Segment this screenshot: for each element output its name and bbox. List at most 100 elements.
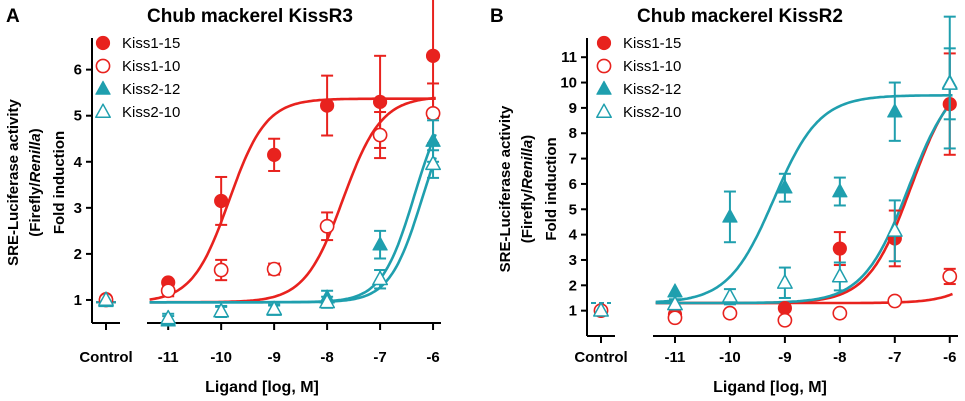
pb-legend-marker-kiss1-10 <box>596 58 612 74</box>
pa-x-tick-label: -8 <box>320 349 333 366</box>
pb-legend-marker-kiss2-10 <box>596 103 612 119</box>
pb-y-tick-label: 2 <box>569 277 577 294</box>
pa-data-point-kiss1-15 <box>425 48 441 63</box>
pa-data-point-kiss1-10 <box>213 262 229 278</box>
pa-y-tick-label: 6 <box>74 62 82 79</box>
pb-data-point-kiss1-15 <box>832 241 847 256</box>
pb-data-point-kiss2-12 <box>887 103 903 118</box>
pa-data-point-kiss1-10 <box>266 261 282 277</box>
pa-x-tick-label: -7 <box>373 349 386 366</box>
pb-data-point-kiss2-12 <box>777 179 793 194</box>
pb-data-point-kiss2-10 <box>831 267 848 283</box>
pb-data-point-kiss2-12 <box>667 283 683 298</box>
pb-fit-curve-kiss1-15 <box>655 99 954 305</box>
pb-y-tick-label: 8 <box>569 125 577 142</box>
pb-x-tick-label: -8 <box>833 349 846 366</box>
pb-legend-marker-kiss1-15 <box>596 35 612 51</box>
pb-data-point-kiss1-15 <box>777 301 792 316</box>
pa-data-point-kiss1-15 <box>320 98 335 113</box>
pa-data-point-kiss2-10 <box>213 302 230 318</box>
pa-data-point-kiss2-10 <box>425 155 442 171</box>
pa-y-axis-label-line3: Fold induction <box>51 131 68 234</box>
pa-data-point-kiss1-10 <box>372 127 388 143</box>
pb-data-point-kiss2-10 <box>667 295 683 311</box>
pa-legend-label: Kiss1-10 <box>122 58 180 75</box>
pa-y-tick-label: 4 <box>74 154 83 171</box>
pb-y-tick-label: 3 <box>569 252 577 269</box>
pa-data-point-kiss2-12 <box>425 132 441 147</box>
pb-legend-label: Kiss1-10 <box>623 58 681 75</box>
pa-x-tick-label: -6 <box>426 349 439 366</box>
pa-legend-marker-kiss2-10 <box>95 103 111 119</box>
pb-control-point-kiss2-10 <box>593 302 609 317</box>
pb-data-point-kiss1-10 <box>832 305 848 321</box>
pa-panel-letter: A <box>6 6 20 27</box>
pb-data-point-kiss2-10 <box>776 274 793 289</box>
pa-x-tick-label: -10 <box>210 349 232 366</box>
pa-fit-curve-kiss1-15 <box>149 97 436 301</box>
pb-y-tick-label: 5 <box>569 201 577 218</box>
pb-y-axis-label-renilla: Renilla <box>519 140 536 189</box>
pb-legend-label: Kiss2-12 <box>623 81 681 98</box>
pb-y-axis-label-line3: Fold induction <box>543 137 560 240</box>
pa-y-axis-label-line2: (Firefly/Renilla) <box>27 128 44 236</box>
pb-data-point-kiss2-12 <box>832 183 848 198</box>
pa-data-point-kiss1-15 <box>267 147 282 162</box>
pa-data-point-kiss1-10 <box>319 218 335 234</box>
pa-data-point-kiss2-10 <box>266 300 283 316</box>
pa-y-axis-label-firefly: (Firefly/ <box>27 182 44 237</box>
pa-legend-label: Kiss1-15 <box>122 35 180 52</box>
pa-data-point-kiss1-10 <box>425 106 441 121</box>
pb-y-tick-label: 1 <box>569 303 577 320</box>
pa-data-point-kiss1-15 <box>372 94 388 109</box>
pb-data-point-kiss2-10 <box>721 288 738 303</box>
pa-y-tick-label: 2 <box>74 246 82 263</box>
pb-y-tick-label: 10 <box>560 75 577 92</box>
pb-y-tick-label: 4 <box>569 227 578 244</box>
pa-data-point-kiss1-15 <box>214 193 229 209</box>
pb-legend-marker-kiss2-12 <box>596 80 612 95</box>
pa-legend-label: Kiss2-12 <box>122 81 180 98</box>
pa-legend-marker-kiss1-15 <box>95 35 111 51</box>
pa-legend-marker-kiss2-12 <box>95 80 111 95</box>
pb-panel-letter: B <box>490 6 504 27</box>
pb-data-point-kiss1-10 <box>942 269 958 284</box>
pb-x-tick-label: -7 <box>888 349 901 366</box>
panel-a: A Chub mackerel KissR3 SRE-Luciferase acti… <box>5 0 442 396</box>
pb-chart-title: Chub mackerel KissR2 <box>637 6 843 27</box>
pa-data-point-kiss2-10 <box>319 293 336 309</box>
pb-x-tick-label: -6 <box>943 349 956 366</box>
pb-legend-label: Kiss2-10 <box>623 104 681 121</box>
pb-y-tick-label: 7 <box>569 151 577 168</box>
pb-data-point-kiss2-10 <box>886 222 903 237</box>
pb-x-tick-label-control: Control <box>574 349 627 366</box>
pb-data-point-kiss1-10 <box>722 305 738 321</box>
pa-fit-curve-kiss2-10 <box>149 156 437 304</box>
pb-data-point-kiss2-10 <box>941 75 958 90</box>
pa-data-point-kiss2-10 <box>372 270 389 286</box>
pa-y-tick-label: 1 <box>74 292 82 309</box>
pa-legend-marker-kiss1-10 <box>95 58 111 74</box>
pb-y-tick-label: 9 <box>569 100 577 117</box>
pb-data-point-kiss1-10 <box>777 312 793 328</box>
pa-legend-label: Kiss2-10 <box>122 104 180 121</box>
pb-y-axis-label-firefly: (Firefly/ <box>519 188 536 243</box>
pb-data-point-kiss1-10 <box>887 293 903 309</box>
pa-chart-title: Chub mackerel KissR3 <box>147 6 353 27</box>
pa-data-point-kiss1-10 <box>160 283 176 299</box>
pb-x-axis-label: Ligand [log, M] <box>713 379 827 396</box>
pb-y-tick-label: 11 <box>561 49 577 66</box>
pa-control-point-kiss2-10 <box>98 291 114 307</box>
pb-data-point-kiss1-10 <box>667 310 683 326</box>
pa-y-axis-label-line1: SRE-Luciferase activity <box>5 98 22 265</box>
pa-y-tick-label: 5 <box>74 108 82 125</box>
pb-x-tick-label: -9 <box>778 349 791 366</box>
pa-x-tick-label: -9 <box>267 349 280 366</box>
pa-x-tick-label: -11 <box>158 349 179 366</box>
pb-data-point-kiss2-12 <box>722 208 738 223</box>
pa-y-axis-label-renilla: Renilla <box>27 133 44 182</box>
pb-x-tick-label: -11 <box>665 349 686 366</box>
pb-x-tick-label: -10 <box>719 349 741 366</box>
pa-x-axis-label: Ligand [log, M] <box>205 379 319 396</box>
